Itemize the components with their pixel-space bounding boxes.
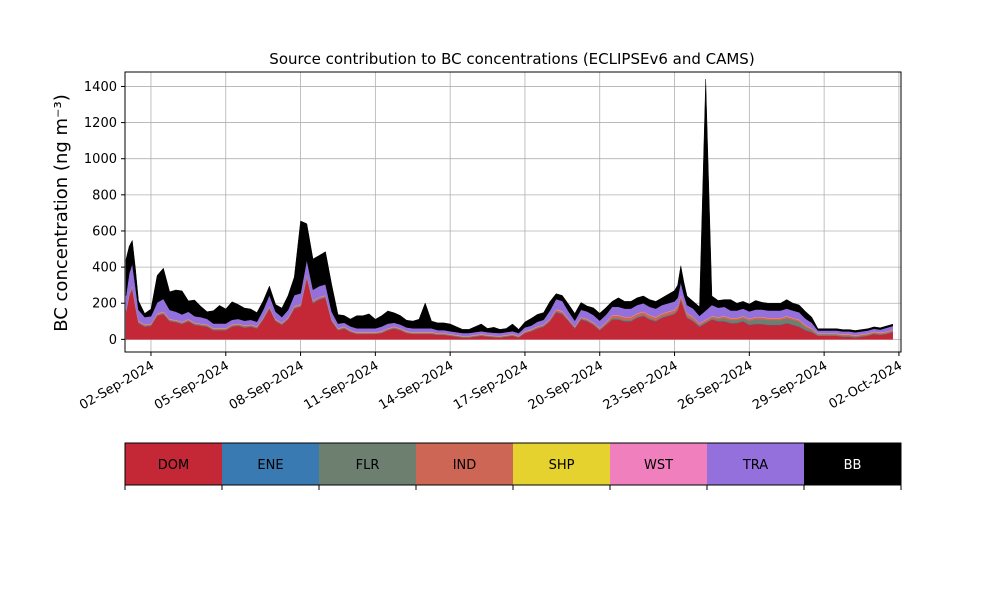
x-tick-label: 02-Sep-2024 xyxy=(77,358,157,413)
x-tick-label: 26-Sep-2024 xyxy=(676,358,756,413)
legend-label-wst: WST xyxy=(644,458,673,473)
y-tick-label: 0 xyxy=(109,333,117,348)
x-tick-label: 05-Sep-2024 xyxy=(152,358,232,413)
legend-swatch-dom xyxy=(125,443,222,485)
y-tick-label: 600 xyxy=(92,224,117,239)
plot-frame xyxy=(124,71,902,353)
legend-label-ind: IND xyxy=(453,458,477,473)
legend-swatch-shp xyxy=(513,443,610,485)
y-tick-label: 1400 xyxy=(84,80,117,95)
axis-layer: 0 200 400 600 800 1000 1200 1400 02-Sep-202405-S… xyxy=(77,80,905,413)
legend-label-ene: ENE xyxy=(257,458,283,473)
y-tick-label: 400 xyxy=(92,261,117,276)
legend-label-tra: TRA xyxy=(742,458,768,473)
chart-title: Source contribution to BC concentrations… xyxy=(269,50,754,68)
x-tick-label: 14-Sep-2024 xyxy=(376,358,456,413)
legend-swatch-ind xyxy=(416,443,513,485)
y-tick-label: 800 xyxy=(92,188,117,203)
area-layer xyxy=(125,79,893,340)
y-tick-label: 1200 xyxy=(84,116,117,131)
x-tick-label: 20-Sep-2024 xyxy=(526,358,606,413)
legend-label-dom: DOM xyxy=(158,458,189,473)
legend-swatch-flr xyxy=(319,443,416,485)
area-series-bb xyxy=(125,79,893,334)
legend-label-flr: FLR xyxy=(356,458,380,473)
legend: DOM ENE FLR IND SHP WST TRA BB xyxy=(124,442,902,490)
legend-label-shp: SHP xyxy=(549,458,575,473)
x-tick-label: 17-Sep-2024 xyxy=(451,358,531,413)
grid-layer xyxy=(125,72,901,352)
legend-label-bb: BB xyxy=(844,458,862,473)
y-tick-label: 1000 xyxy=(84,152,117,167)
x-tick-label: 02-Oct-2024 xyxy=(827,358,905,412)
x-tick-label: 23-Sep-2024 xyxy=(601,358,681,413)
x-tick-label: 08-Sep-2024 xyxy=(227,358,307,413)
legend-swatch-bb xyxy=(804,443,901,485)
x-tick-label: 29-Sep-2024 xyxy=(750,358,830,413)
y-axis-label: BC concentration (ng m⁻³) xyxy=(51,94,72,332)
x-tick-label: 11-Sep-2024 xyxy=(302,358,382,413)
legend-swatch-wst xyxy=(610,443,707,485)
y-tick-label: 200 xyxy=(92,297,117,312)
legend-swatch-tra xyxy=(707,443,804,485)
legend-swatch-ene xyxy=(222,443,319,485)
